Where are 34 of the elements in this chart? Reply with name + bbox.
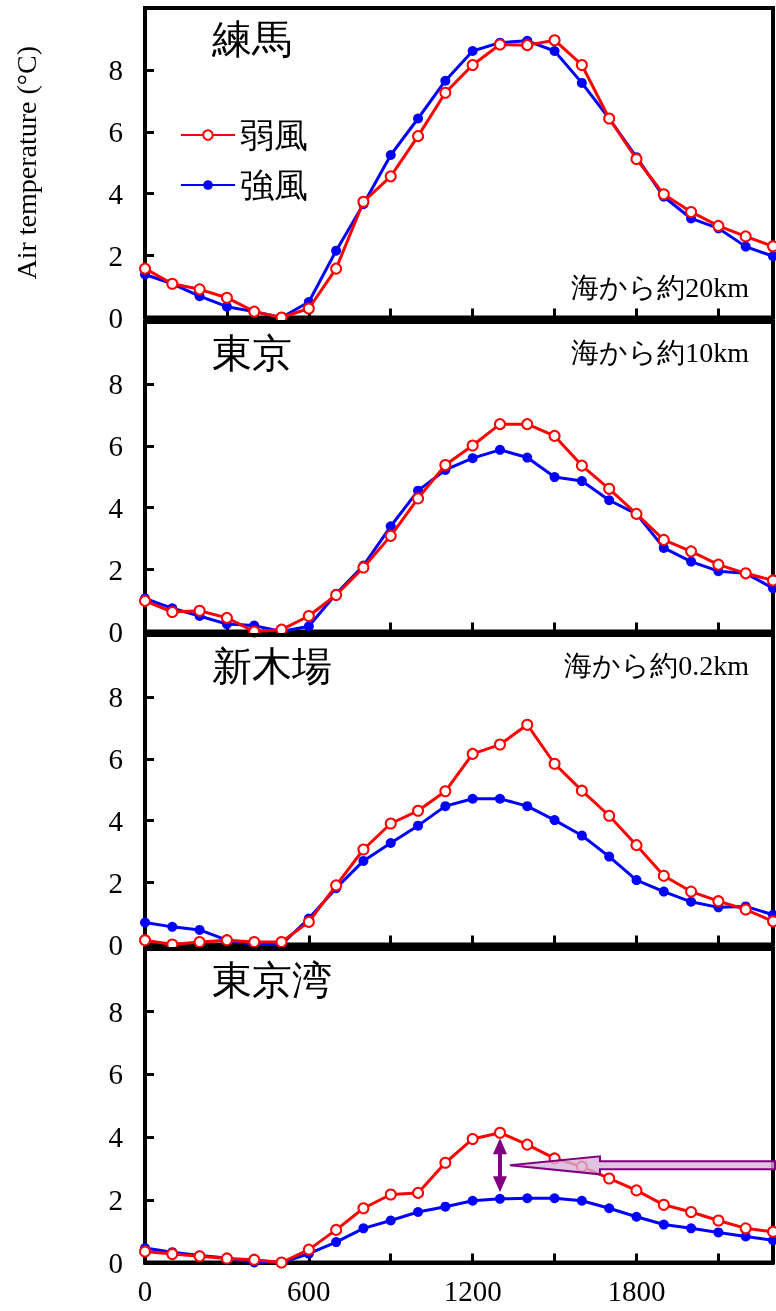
- x-tick-label: 1800: [607, 1274, 666, 1307]
- annotation: 海から約10km: [571, 336, 750, 367]
- y-tick-label: 4: [108, 804, 124, 837]
- legend-label: 弱風: [240, 115, 308, 155]
- y-tick-label: 6: [108, 115, 123, 148]
- chart-title: 東京湾: [212, 956, 332, 1003]
- legend-label: 強風: [240, 165, 308, 205]
- y-tick-label: 0: [108, 928, 123, 961]
- y-axis-title: Air temperature (°C): [10, 45, 42, 280]
- chart-title: 東京: [212, 329, 292, 376]
- y-tick-label: 2: [108, 1183, 123, 1216]
- y-tick-label: 8: [108, 995, 123, 1028]
- y-tick-label: 8: [108, 680, 123, 713]
- y-tick-label: 6: [108, 429, 123, 462]
- y-tick-label: 8: [108, 367, 123, 400]
- y-tick-label: 6: [108, 1057, 123, 1090]
- y-tick-label: 2: [108, 553, 123, 586]
- y-tick-label: 8: [108, 53, 123, 86]
- x-tick-label: 0: [137, 1274, 153, 1307]
- y-tick-label: 0: [108, 1246, 123, 1278]
- y-tick-label: 0: [108, 615, 123, 647]
- chart-title: 新木場: [212, 643, 332, 689]
- y-tick-label: 4: [108, 1120, 124, 1153]
- annotation: 海から約20km: [571, 272, 750, 303]
- x-tick-label: 600: [287, 1274, 331, 1307]
- y-tick-label: 2: [108, 239, 123, 272]
- chart-title: 練馬: [211, 16, 292, 62]
- y-tick-label: 0: [108, 301, 123, 334]
- x-tick-label: 1200: [443, 1274, 502, 1307]
- y-tick-label: 4: [108, 491, 124, 524]
- y-tick-label: 4: [108, 177, 124, 210]
- annotation: 海から約0.2km: [564, 649, 750, 681]
- y-tick-label: 2: [108, 866, 123, 899]
- y-tick-label: 6: [108, 742, 123, 775]
